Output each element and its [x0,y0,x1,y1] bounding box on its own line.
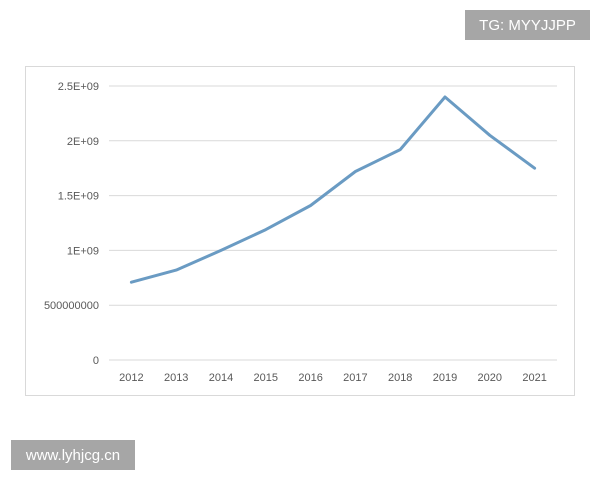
series-layer [129,95,537,284]
y-tick-label: 2.5E+09 [58,81,99,93]
x-tick-label: 2020 [478,372,502,384]
x-tick-label: 2019 [433,372,457,384]
y-tick-label: 1E+09 [67,245,99,257]
x-tick-label: 2018 [388,372,412,384]
x-tick-label: 2014 [209,372,233,384]
y-tick-label: 0 [93,355,99,367]
y-tick-label: 2E+09 [67,136,99,148]
x-tick-label: 2017 [343,372,367,384]
y-tick-label: 1.5E+09 [58,191,99,203]
x-tick-label: 2015 [254,372,278,384]
x-tick-label: 2016 [298,372,322,384]
watermark-top: TG: MYYJJPP [465,10,590,40]
x-tick-label: 2012 [119,372,143,384]
x-tick-label: 2021 [522,372,546,384]
series-line-0 [129,95,537,284]
gridlines [109,85,557,361]
y-tick-label: 500000000 [44,300,99,312]
y-axis-ticks: 0 500000000 1E+09 1.5E+09 2E+09 2.5E+09 [44,81,99,367]
x-tick-label: 2013 [164,372,188,384]
chart-area: 0 500000000 1E+09 1.5E+09 2E+09 2.5E+09 2012 2… [25,66,575,396]
watermark-bottom: www.lyhjcg.cn [11,440,135,470]
x-axis-ticks: 2012 2013 2014 2015 2016 2017 2018 2019 2020 2021 [119,372,547,384]
